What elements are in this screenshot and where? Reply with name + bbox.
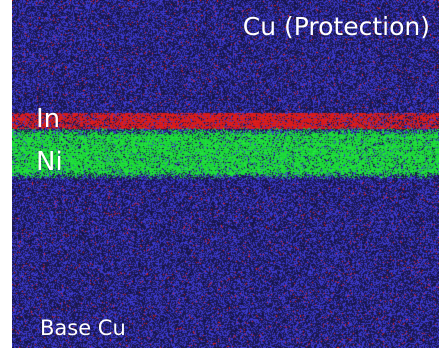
base-region-label: Base Cu	[40, 316, 126, 340]
indium-layer-label: In	[36, 104, 61, 134]
eds-map-image: Cu (Protection) In Ni Base Cu	[12, 0, 439, 348]
nickel-layer-label: Ni	[36, 147, 63, 177]
top-region-label: Cu (Protection)	[242, 12, 430, 41]
eds-map-canvas	[12, 0, 439, 348]
